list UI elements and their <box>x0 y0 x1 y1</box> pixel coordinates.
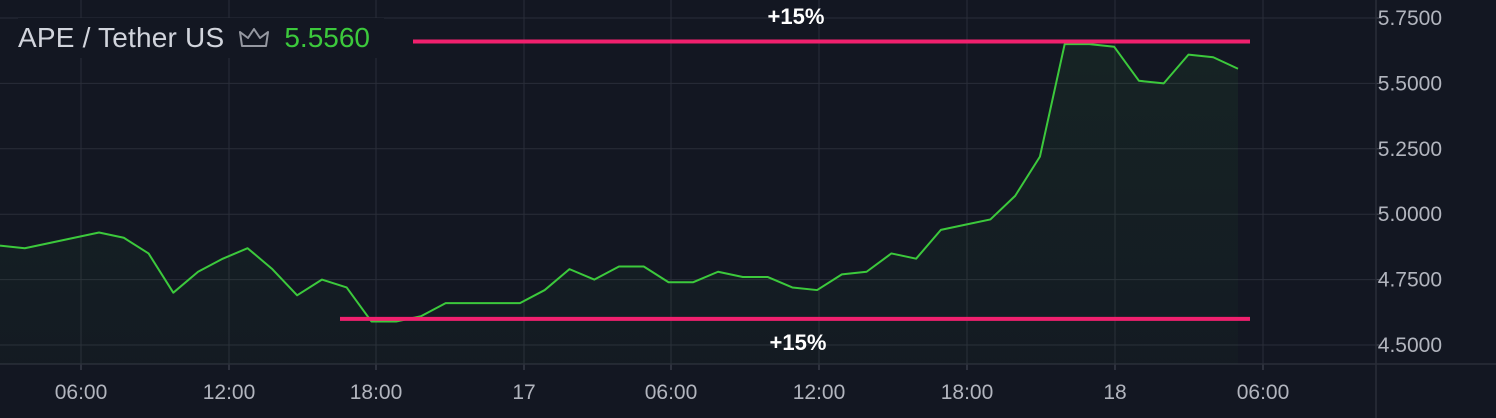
crown-icon <box>238 26 270 50</box>
x-tick-label: 17 <box>512 381 535 404</box>
y-tick-label: 5.2500 <box>1378 138 1442 161</box>
x-tick-label: 12:00 <box>203 381 256 404</box>
x-tick-label: 12:00 <box>793 381 846 404</box>
x-tick-label: 06:00 <box>1237 381 1290 404</box>
series-line <box>0 43 1239 323</box>
x-tick-label: 18:00 <box>350 381 403 404</box>
last-price: 5.5560 <box>284 22 370 53</box>
series-area-fill <box>0 44 1238 364</box>
annotation-layer[interactable]: +15% +15% <box>340 4 1250 355</box>
x-tick-label: 18:00 <box>941 381 994 404</box>
y-tick-label: 4.7500 <box>1378 269 1442 292</box>
x-tick-label: 06:00 <box>55 381 108 404</box>
area-layer <box>0 43 1239 364</box>
x-tick-label: 18 <box>1103 381 1126 404</box>
y-tick-label: 5.0000 <box>1378 203 1442 226</box>
y-tick-label: 5.7500 <box>1378 7 1442 30</box>
target-label: +15% <box>770 330 827 355</box>
y-tick-label: 4.5000 <box>1378 334 1442 357</box>
symbol-legend: APE / Tether US 5.5560 <box>18 18 384 58</box>
y-tick-label: 5.5000 <box>1378 72 1442 95</box>
x-axis-labels: 06:00 12:00 18:00 17 06:00 12:00 18:00 18 06:00 <box>55 381 1290 404</box>
symbol-name[interactable]: APE / Tether US <box>18 22 225 53</box>
y-axis-labels: 4.5000 4.7500 5.0000 5.2500 5.5000 5.7500 <box>1378 7 1442 357</box>
target-label: +15% <box>768 4 825 29</box>
x-tick-label: 06:00 <box>645 381 698 404</box>
